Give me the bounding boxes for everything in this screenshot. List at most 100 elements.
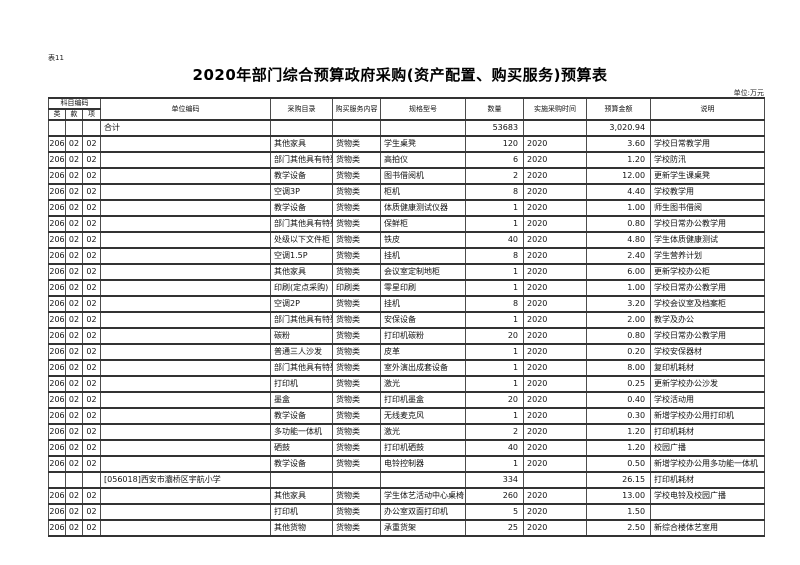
cell-spec-model: 安保设备 bbox=[380, 311, 467, 329]
cell-item-code: 02 bbox=[81, 295, 102, 313]
cell-procurement-catalog: 其他家具 bbox=[270, 263, 334, 281]
table-row: 206 02 02 部门其他具有特殊要 货物类 保鲜柜 1 2020 0.80 … bbox=[48, 215, 766, 233]
cell-procurement-catalog bbox=[270, 119, 334, 137]
cell-category-code: 206 bbox=[48, 311, 66, 329]
cell-category-code: 206 bbox=[48, 295, 66, 313]
cell-note: 学生营养计划 bbox=[650, 247, 766, 265]
cell-procurement-catalog: 其他家具 bbox=[270, 135, 334, 153]
cell-quantity: 40 bbox=[465, 231, 525, 249]
cell-section-code: 02 bbox=[65, 455, 83, 473]
cell-item-code: 02 bbox=[81, 375, 102, 393]
cell-spec-model: 图书借阅机 bbox=[380, 167, 467, 185]
cell-procurement-catalog: 多功能一体机 bbox=[270, 423, 334, 441]
cell-unit-code bbox=[100, 375, 272, 393]
cell-budget-amount: 1.50 bbox=[586, 503, 652, 521]
cell-item-code: 02 bbox=[81, 263, 102, 281]
cell-purchase-time: 2020 bbox=[523, 311, 588, 329]
cell-section-code: 02 bbox=[65, 519, 83, 537]
cell-purchase-time: 2020 bbox=[523, 231, 588, 249]
table-row: 206 02 02 空调2P 货物类 挂机 8 2020 3.20 学校会议室及… bbox=[48, 295, 766, 313]
col-header-service-content: 购买服务内容 bbox=[332, 97, 382, 121]
cell-spec-model: 铁皮 bbox=[380, 231, 467, 249]
cell-purchase-time: 2020 bbox=[523, 519, 588, 537]
cell-quantity: 1 bbox=[465, 407, 525, 425]
cell-section-code bbox=[65, 471, 83, 489]
cell-section-code: 02 bbox=[65, 311, 83, 329]
cell-quantity: 260 bbox=[465, 487, 525, 505]
col-header-subject-code: 科目编码 bbox=[47, 97, 102, 110]
cell-budget-amount: 0.25 bbox=[586, 375, 652, 393]
cell-service-content: 货物类 bbox=[332, 407, 382, 425]
cell-category-code: 206 bbox=[48, 135, 66, 153]
cell-quantity: 1 bbox=[465, 215, 525, 233]
cell-section-code: 02 bbox=[65, 439, 83, 457]
cell-item-code: 02 bbox=[81, 519, 102, 537]
cell-unit-code: 合计 bbox=[100, 119, 272, 137]
cell-purchase-time: 2020 bbox=[523, 503, 588, 521]
cell-unit-code bbox=[100, 407, 272, 425]
cell-budget-amount: 6.00 bbox=[586, 263, 652, 281]
cell-section-code: 02 bbox=[65, 135, 83, 153]
cell-item-code: 02 bbox=[81, 135, 102, 153]
cell-category-code: 206 bbox=[48, 151, 66, 169]
cell-item-code: 02 bbox=[81, 231, 102, 249]
cell-service-content: 货物类 bbox=[332, 519, 382, 537]
cell-procurement-catalog: 空调2P bbox=[270, 295, 334, 313]
cell-budget-amount: 1.20 bbox=[586, 439, 652, 457]
cell-budget-amount: 0.80 bbox=[586, 215, 652, 233]
cell-quantity: 53683 bbox=[465, 119, 525, 137]
cell-procurement-catalog: 教学设备 bbox=[270, 407, 334, 425]
cell-spec-model: 承重货架 bbox=[380, 519, 467, 537]
cell-procurement-catalog: 碳粉 bbox=[270, 327, 334, 345]
cell-service-content: 货物类 bbox=[332, 247, 382, 265]
cell-item-code: 02 bbox=[81, 359, 102, 377]
sheet-label: 表11 bbox=[48, 54, 64, 62]
cell-item-code: 02 bbox=[81, 455, 102, 473]
cell-quantity: 1 bbox=[465, 455, 525, 473]
cell-category-code: 206 bbox=[48, 199, 66, 217]
col-header-section: 款 bbox=[65, 108, 83, 121]
cell-note bbox=[650, 119, 766, 137]
cell-budget-amount: 3.20 bbox=[586, 295, 652, 313]
cell-procurement-catalog: 教学设备 bbox=[270, 199, 334, 217]
cell-service-content bbox=[332, 119, 382, 137]
cell-procurement-catalog: 硒鼓 bbox=[270, 439, 334, 457]
cell-unit-code bbox=[100, 135, 272, 153]
cell-budget-amount: 1.00 bbox=[586, 199, 652, 217]
cell-note: 学校教学用 bbox=[650, 183, 766, 201]
table-row: 206 02 02 教学设备 货物类 体质健康测试仪器 1 2020 1.00 … bbox=[48, 199, 766, 217]
table-row: 206 02 02 其他家具 货物类 学生体艺活动中心桌椅 260 2020 1… bbox=[48, 487, 766, 505]
table-row: 206 02 02 墨盒 货物类 打印机墨盒 20 2020 0.40 学校活动… bbox=[48, 391, 766, 409]
cell-budget-amount: 2.40 bbox=[586, 247, 652, 265]
cell-procurement-catalog: 打印机 bbox=[270, 503, 334, 521]
cell-section-code: 02 bbox=[65, 407, 83, 425]
table-row: 206 02 02 打印机 货物类 办公室双面打印机 5 2020 1.50 bbox=[48, 503, 766, 521]
cell-category-code: 206 bbox=[48, 503, 66, 521]
cell-quantity: 6 bbox=[465, 151, 525, 169]
cell-purchase-time: 2020 bbox=[523, 183, 588, 201]
cell-category-code: 206 bbox=[48, 439, 66, 457]
cell-item-code: 02 bbox=[81, 247, 102, 265]
cell-quantity: 1 bbox=[465, 375, 525, 393]
table-row: 206 02 02 硒鼓 货物类 打印机硒鼓 40 2020 1.20 校园广播 bbox=[48, 439, 766, 457]
cell-item-code: 02 bbox=[81, 487, 102, 505]
cell-item-code: 02 bbox=[81, 439, 102, 457]
cell-category-code: 206 bbox=[48, 215, 66, 233]
cell-purchase-time: 2020 bbox=[523, 455, 588, 473]
cell-quantity: 8 bbox=[465, 183, 525, 201]
cell-item-code: 02 bbox=[81, 343, 102, 361]
cell-budget-amount: 0.40 bbox=[586, 391, 652, 409]
cell-service-content: 货物类 bbox=[332, 199, 382, 217]
cell-spec-model: 零星印刷 bbox=[380, 279, 467, 297]
cell-section-code: 02 bbox=[65, 327, 83, 345]
cell-quantity: 25 bbox=[465, 519, 525, 537]
cell-spec-model: 挂机 bbox=[380, 247, 467, 265]
cell-service-content: 货物类 bbox=[332, 263, 382, 281]
cell-service-content: 货物类 bbox=[332, 359, 382, 377]
cell-note: 校园广播 bbox=[650, 439, 766, 457]
cell-purchase-time: 2020 bbox=[523, 343, 588, 361]
cell-spec-model: 办公室双面打印机 bbox=[380, 503, 467, 521]
cell-service-content: 货物类 bbox=[332, 503, 382, 521]
cell-budget-amount: 2.00 bbox=[586, 311, 652, 329]
cell-unit-code bbox=[100, 519, 272, 537]
